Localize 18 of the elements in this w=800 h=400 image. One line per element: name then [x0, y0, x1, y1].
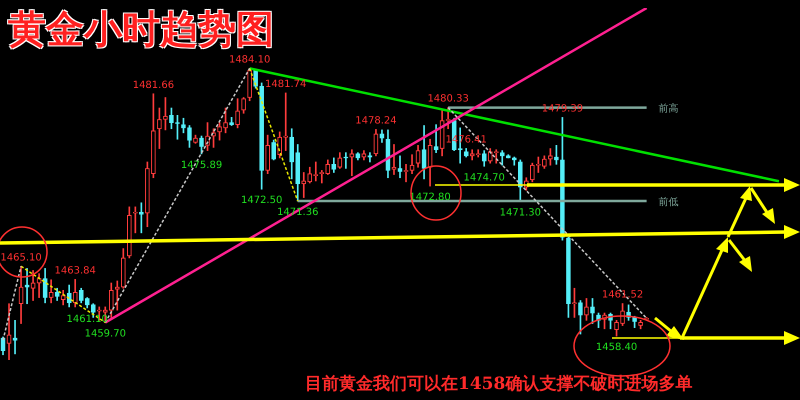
annotation: 1474.70 — [464, 172, 505, 184]
series-label: 前高 — [658, 102, 679, 115]
annotation: 1484.10 — [228, 54, 270, 66]
annotation: 1459.70 — [84, 328, 126, 340]
annotation: 1481.74 — [265, 78, 306, 90]
text: 目前黄金我们可以在1458确认支撑不破时进场多单 — [305, 373, 692, 395]
annotation: 1461.52 — [602, 290, 644, 301]
series-label: 前低 — [658, 196, 679, 208]
annotation: 1463.84 — [54, 265, 96, 276]
annotation: 1478.24 — [355, 115, 397, 126]
annotation: 1480.33 — [427, 94, 469, 105]
annotation: 1458.40 — [596, 342, 638, 354]
annotation: 1475.89 — [180, 160, 222, 171]
chart-title: 黄金小时趋势图 — [8, 5, 274, 53]
annotation: 1472.50 — [240, 195, 282, 206]
annotation: 1481.66 — [132, 80, 174, 91]
annotation: 1465.10 — [0, 252, 42, 264]
annotation: 1471.30 — [500, 208, 541, 219]
